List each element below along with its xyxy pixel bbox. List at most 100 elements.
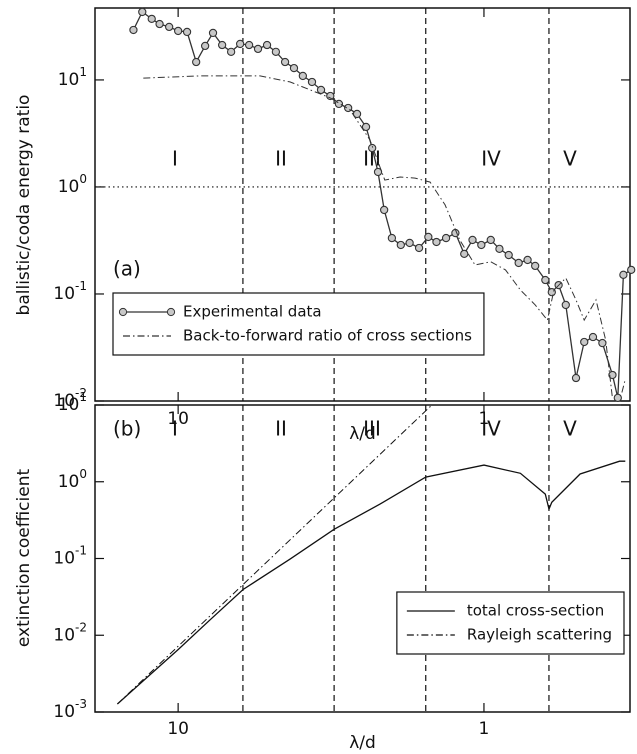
y-tick-label: 10-2: [53, 386, 87, 412]
data-point: [164, 22, 174, 32]
data-point: [217, 40, 227, 50]
data-point: [373, 167, 383, 177]
data-point: [432, 237, 441, 247]
y-tick-label: 10-1: [53, 543, 87, 569]
panel-label: (a): [113, 257, 141, 281]
region-label: V: [563, 417, 577, 441]
y-tick-label: 101: [58, 390, 87, 416]
legend-label: Experimental data: [183, 303, 322, 321]
data-point: [580, 337, 589, 347]
data-point: [396, 240, 405, 250]
y-tick-label: 10-3: [53, 697, 87, 723]
region-label: II: [275, 417, 287, 441]
data-point: [387, 233, 397, 243]
data-point: [424, 232, 433, 242]
legend-marker: [166, 307, 176, 317]
region-label: IV: [481, 417, 501, 441]
data-point: [571, 373, 581, 383]
data-point: [316, 85, 326, 95]
plot-frame: [94, 404, 631, 713]
data-point: [405, 238, 414, 248]
region-label: I: [172, 147, 178, 171]
legend-label: total cross-section: [467, 602, 604, 620]
y-tick-label: 10-2: [53, 620, 87, 646]
data-point: [138, 7, 147, 17]
data-point: [208, 28, 218, 38]
data-point: [235, 39, 245, 49]
data-point: [244, 40, 254, 50]
data-point: [441, 233, 451, 243]
y-tick-label: 100: [58, 171, 87, 197]
plot-frame: [94, 7, 631, 402]
data-point: [598, 338, 607, 348]
data-point: [541, 275, 550, 285]
y-tick-label: 100: [58, 466, 87, 492]
region-label: III: [363, 417, 381, 441]
data-point: [352, 109, 362, 119]
legend-label: Back-to-forward ratio of cross sections: [183, 327, 472, 345]
y-tick-label: 10-1: [53, 278, 87, 304]
data-point: [477, 240, 486, 250]
data-point: [613, 393, 622, 403]
data-point: [547, 288, 556, 297]
legend-box: [396, 591, 625, 655]
data-point: [289, 63, 299, 73]
series-line: [117, 405, 433, 705]
data-point: [608, 370, 617, 380]
data-point: [495, 244, 504, 254]
data-point: [298, 71, 308, 81]
data-point: [361, 122, 371, 132]
y-axis-label: ballistic/coda energy ratio: [14, 95, 34, 316]
legend: Experimental data Back-to-forward ratio o…: [112, 292, 485, 356]
y-axis-label: extinction coefficient: [14, 469, 34, 648]
data-point: [200, 41, 210, 51]
region-label: V: [563, 147, 577, 171]
data-point: [280, 57, 290, 67]
data-point: [380, 205, 389, 215]
data-point: [523, 255, 532, 265]
region-label: I: [172, 417, 178, 441]
x-tick-label: 1: [479, 719, 490, 739]
data-point: [334, 99, 344, 109]
data-point: [368, 143, 377, 153]
x-tick-label: 10: [167, 409, 189, 429]
legend-marker: [118, 307, 128, 317]
data-point: [468, 235, 477, 245]
data-point: [192, 57, 201, 67]
data-point: [253, 44, 263, 54]
data-point: [619, 270, 628, 279]
region-label: II: [275, 147, 287, 171]
x-tick-label: 10: [167, 719, 189, 739]
data-point: [514, 258, 523, 268]
data-point: [344, 103, 353, 113]
data-point: [262, 40, 272, 50]
legend-label: Rayleigh scattering: [467, 626, 612, 644]
data-point: [627, 265, 636, 275]
data-point: [460, 249, 469, 259]
x-tick-label: 1: [479, 409, 490, 429]
x-axis-label: λ/d: [349, 424, 376, 444]
data-point: [307, 77, 317, 87]
series-line: [143, 75, 626, 399]
y-tick-label: 101: [58, 64, 87, 90]
data-point: [326, 91, 335, 101]
data-point: [173, 26, 183, 36]
data-point: [504, 250, 513, 260]
data-point: [271, 47, 281, 56]
data-point: [561, 300, 570, 310]
data-point: [147, 14, 156, 24]
data-point: [531, 261, 540, 271]
data-point: [182, 27, 192, 37]
x-axis-label: λ/d: [349, 733, 376, 753]
series-line: [116, 460, 626, 705]
region-label: IV: [481, 147, 501, 171]
data-point: [414, 243, 424, 253]
legend: total cross-section Rayleigh scattering: [396, 591, 625, 655]
data-point: [155, 19, 164, 29]
data-point: [588, 332, 598, 342]
data-point: [129, 25, 138, 35]
data-point: [226, 47, 236, 56]
data-point: [486, 235, 495, 245]
legend-box: [112, 292, 485, 356]
